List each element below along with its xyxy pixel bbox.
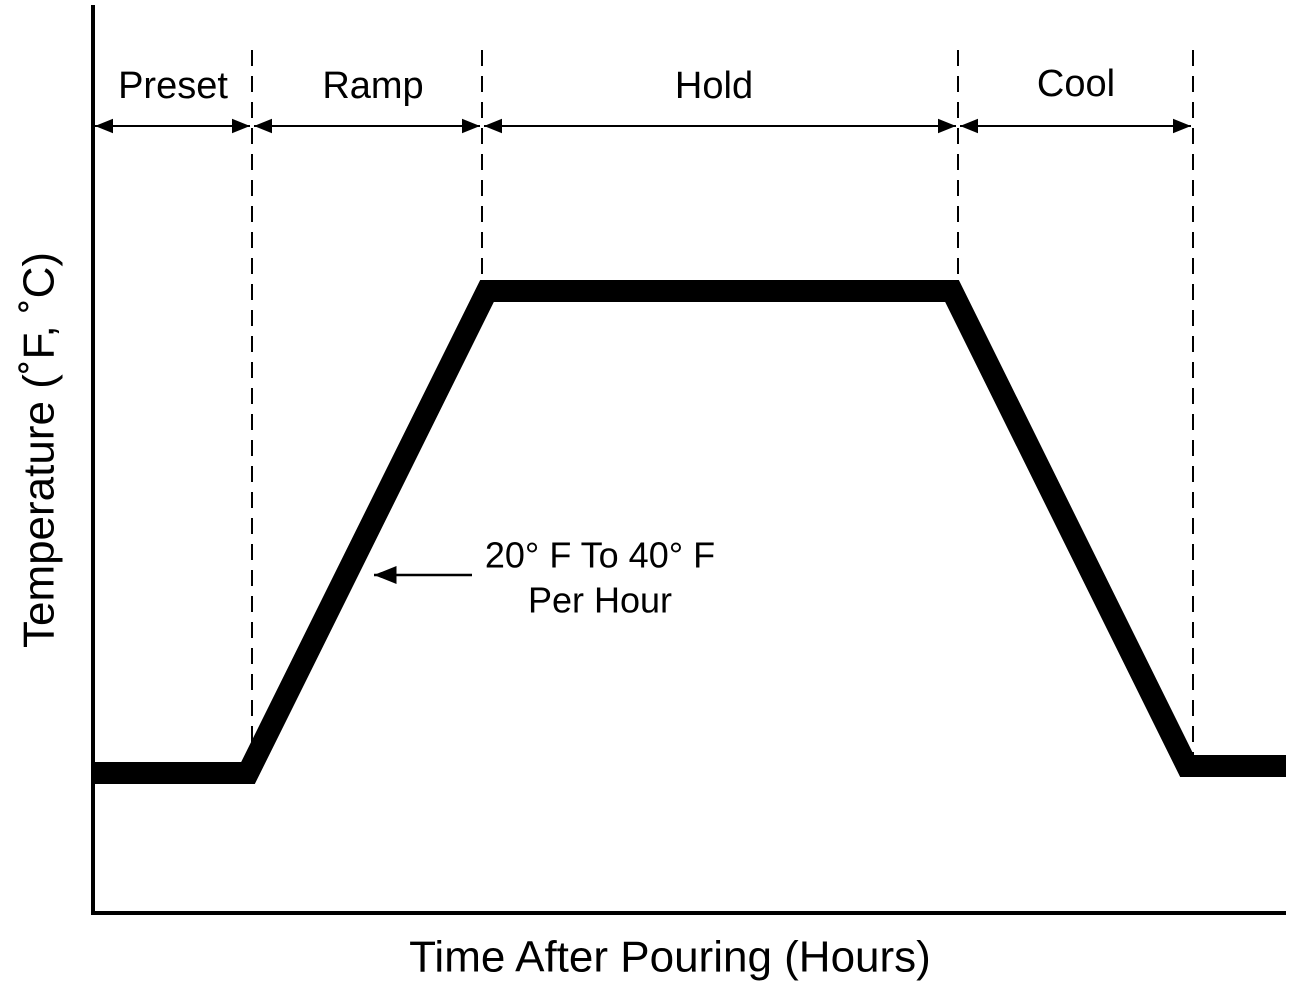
phase-label: Ramp bbox=[322, 65, 423, 107]
phase-label: Preset bbox=[118, 65, 228, 107]
temperature-profile bbox=[93, 280, 1286, 784]
phase-boundaries bbox=[251, 50, 1194, 765]
annotation-text: Per Hour bbox=[528, 580, 672, 621]
x-axis-label: Time After Pouring (Hours) bbox=[409, 933, 931, 982]
y-axis-label: Temperature (˚F, ˚C) bbox=[15, 252, 64, 648]
annotation-text: 20° F To 40° F bbox=[485, 535, 715, 576]
phase-label: Cool bbox=[1037, 63, 1115, 105]
phase-label: Hold bbox=[675, 65, 753, 107]
